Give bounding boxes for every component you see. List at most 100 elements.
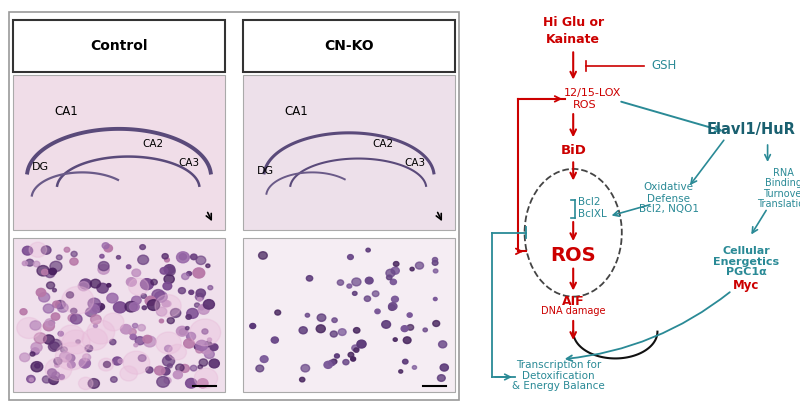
- Circle shape: [17, 318, 42, 339]
- Circle shape: [391, 267, 399, 274]
- Circle shape: [82, 354, 90, 361]
- Circle shape: [88, 298, 100, 309]
- Circle shape: [194, 303, 199, 307]
- Circle shape: [177, 326, 188, 336]
- Circle shape: [123, 351, 150, 374]
- Circle shape: [210, 344, 218, 351]
- Circle shape: [201, 344, 212, 354]
- Circle shape: [38, 293, 50, 302]
- Text: Kainate: Kainate: [546, 33, 600, 46]
- Circle shape: [154, 366, 165, 375]
- Circle shape: [164, 275, 174, 283]
- Text: DG: DG: [257, 166, 274, 176]
- Circle shape: [103, 313, 124, 331]
- Circle shape: [164, 377, 171, 384]
- Circle shape: [301, 365, 310, 372]
- Circle shape: [58, 303, 62, 306]
- Circle shape: [45, 269, 55, 278]
- Circle shape: [167, 318, 174, 324]
- Circle shape: [375, 309, 380, 314]
- Circle shape: [407, 313, 412, 317]
- Circle shape: [26, 375, 35, 383]
- Circle shape: [142, 306, 146, 310]
- Circle shape: [90, 279, 101, 288]
- Circle shape: [186, 309, 198, 318]
- Circle shape: [68, 314, 77, 322]
- Circle shape: [140, 245, 146, 250]
- Circle shape: [120, 366, 138, 381]
- Circle shape: [130, 334, 136, 339]
- Circle shape: [168, 344, 186, 360]
- Circle shape: [205, 341, 211, 347]
- Circle shape: [98, 265, 110, 274]
- Circle shape: [22, 246, 33, 255]
- FancyBboxPatch shape: [243, 20, 454, 72]
- Circle shape: [55, 342, 87, 370]
- Circle shape: [186, 315, 191, 319]
- Circle shape: [364, 296, 370, 302]
- FancyBboxPatch shape: [13, 20, 225, 72]
- FancyBboxPatch shape: [13, 238, 225, 392]
- Circle shape: [165, 301, 171, 307]
- Circle shape: [190, 319, 221, 346]
- Circle shape: [103, 361, 110, 368]
- Circle shape: [62, 286, 94, 314]
- Text: Bcl2, NQO1: Bcl2, NQO1: [638, 204, 698, 214]
- Circle shape: [34, 261, 40, 267]
- Text: Oxidative: Oxidative: [644, 183, 694, 192]
- Circle shape: [100, 254, 104, 258]
- Circle shape: [190, 365, 197, 371]
- Circle shape: [386, 269, 395, 277]
- Circle shape: [434, 269, 438, 273]
- Circle shape: [42, 376, 50, 383]
- Circle shape: [104, 245, 113, 252]
- Circle shape: [343, 360, 349, 365]
- Circle shape: [162, 356, 174, 366]
- Circle shape: [332, 318, 338, 323]
- Circle shape: [190, 254, 197, 260]
- Circle shape: [391, 296, 398, 302]
- Circle shape: [138, 355, 146, 361]
- Circle shape: [20, 353, 30, 362]
- Circle shape: [206, 264, 210, 267]
- Circle shape: [31, 348, 39, 355]
- Circle shape: [50, 339, 62, 350]
- Circle shape: [79, 358, 90, 368]
- Circle shape: [186, 272, 191, 276]
- Circle shape: [299, 327, 307, 334]
- Circle shape: [176, 364, 184, 371]
- Circle shape: [410, 267, 414, 271]
- Circle shape: [36, 288, 46, 297]
- Circle shape: [157, 377, 170, 387]
- Circle shape: [207, 338, 211, 342]
- Circle shape: [129, 278, 149, 295]
- Circle shape: [184, 339, 194, 348]
- Circle shape: [196, 340, 208, 351]
- Circle shape: [154, 291, 167, 302]
- Circle shape: [71, 251, 77, 257]
- Circle shape: [372, 291, 379, 297]
- Circle shape: [45, 358, 72, 381]
- Text: Energetics: Energetics: [714, 257, 780, 267]
- Circle shape: [194, 344, 201, 349]
- Circle shape: [31, 342, 42, 352]
- Text: CA3: CA3: [178, 159, 200, 169]
- Circle shape: [352, 345, 359, 351]
- Circle shape: [51, 313, 60, 320]
- Circle shape: [198, 304, 210, 314]
- Circle shape: [159, 319, 163, 323]
- Circle shape: [49, 321, 54, 325]
- Circle shape: [141, 279, 154, 290]
- Circle shape: [366, 248, 370, 252]
- Circle shape: [22, 261, 27, 266]
- Circle shape: [186, 379, 197, 388]
- Circle shape: [86, 311, 89, 315]
- Text: Transcription for: Transcription for: [516, 360, 602, 370]
- Text: Detoxification: Detoxification: [522, 371, 595, 381]
- Circle shape: [412, 365, 417, 369]
- Circle shape: [347, 255, 354, 260]
- Circle shape: [440, 364, 448, 371]
- Circle shape: [90, 315, 102, 324]
- Circle shape: [186, 327, 189, 330]
- Circle shape: [177, 252, 190, 263]
